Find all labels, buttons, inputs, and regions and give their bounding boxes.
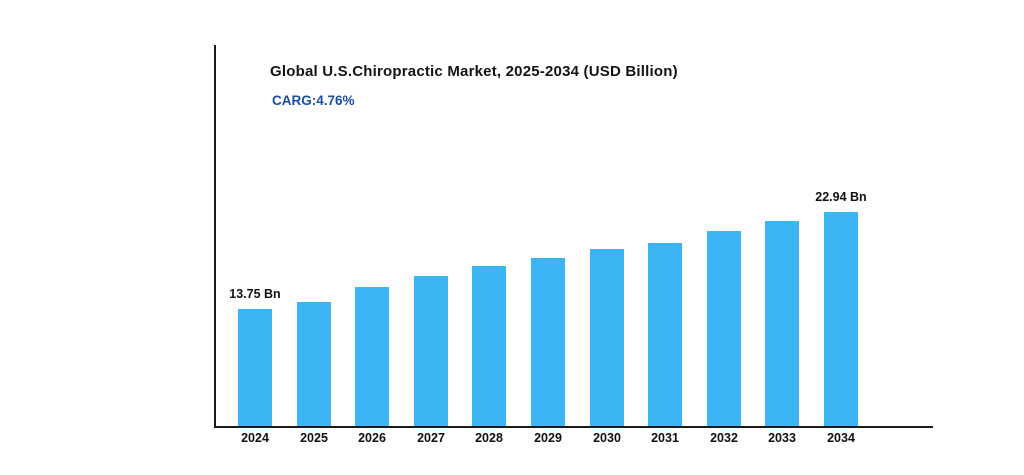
y-axis-line	[214, 45, 216, 428]
x-tick-2034: 2034	[827, 431, 855, 445]
x-tick-2027: 2027	[417, 431, 445, 445]
bar-2031	[648, 243, 682, 426]
x-tick-2032: 2032	[710, 431, 738, 445]
data-label-2034: 22.94 Bn	[815, 190, 867, 204]
bar-2025	[297, 302, 331, 426]
chart-subtitle-cagr: CARG:4.76%	[272, 93, 355, 108]
x-tick-2024: 2024	[241, 431, 269, 445]
x-tick-2033: 2033	[768, 431, 796, 445]
x-tick-2028: 2028	[475, 431, 503, 445]
x-tick-2026: 2026	[358, 431, 386, 445]
bar-2024	[238, 309, 272, 426]
bar-2033	[765, 221, 799, 426]
bar-2027	[414, 276, 448, 426]
bar-2030	[590, 249, 624, 426]
bar-2028	[472, 266, 506, 426]
x-tick-2025: 2025	[300, 431, 328, 445]
x-tick-2030: 2030	[593, 431, 621, 445]
bar-2034	[824, 212, 858, 426]
x-axis-line	[214, 426, 933, 428]
bar-2032	[707, 231, 741, 426]
x-tick-2031: 2031	[651, 431, 679, 445]
chart-title: Global U.S.Chiropractic Market, 2025-203…	[270, 63, 678, 80]
data-label-2024: 13.75 Bn	[229, 287, 281, 301]
bar-2029	[531, 258, 565, 426]
x-tick-2029: 2029	[534, 431, 562, 445]
bar-2026	[355, 287, 389, 426]
